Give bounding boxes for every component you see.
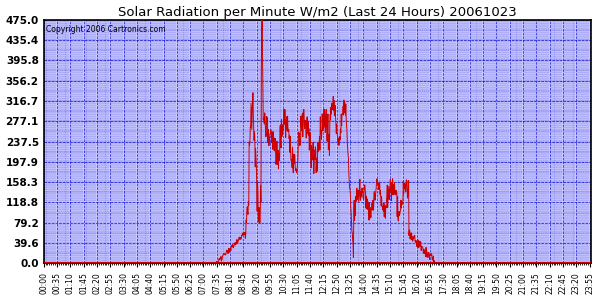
Text: Copyright 2006 Cartronics.com: Copyright 2006 Cartronics.com	[46, 25, 166, 34]
Title: Solar Radiation per Minute W/m2 (Last 24 Hours) 20061023: Solar Radiation per Minute W/m2 (Last 24…	[118, 6, 517, 19]
